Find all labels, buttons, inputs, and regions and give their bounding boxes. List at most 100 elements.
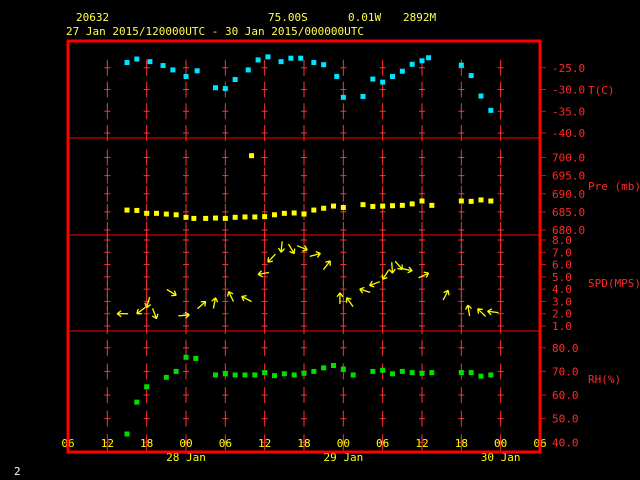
pressure-point: [191, 215, 197, 221]
wind-point: [388, 262, 396, 274]
wind-point: [296, 245, 308, 252]
wind-point: [345, 297, 354, 308]
humidity-point: [429, 370, 435, 376]
wind-tick-label: 2.0: [552, 308, 572, 321]
humidity-point: [222, 371, 228, 377]
pressure-point: [232, 214, 238, 220]
humidity-point: [213, 372, 218, 378]
wind-point: [241, 295, 252, 303]
latitude: 75.00S: [268, 11, 308, 24]
pressure-point: [183, 214, 189, 220]
station-id: 20632: [76, 11, 109, 24]
humidity-point: [478, 373, 484, 379]
temperature-point: [265, 54, 271, 60]
pressure-point: [163, 211, 169, 217]
humidity-tick-label: 80.0: [552, 342, 579, 355]
longitude: 0.01W: [348, 11, 381, 24]
temperature-point: [390, 73, 395, 79]
temperature-point: [370, 76, 376, 82]
humidity-point: [262, 370, 268, 376]
humidity-point: [232, 372, 238, 378]
humidity-point: [144, 384, 150, 390]
temperature-tick-label: -35.0: [552, 105, 585, 118]
x-tick-label: 18: [140, 437, 153, 450]
temperature-tick-label: -30.0: [552, 84, 585, 97]
wind-point: [464, 304, 472, 317]
wind-point: [369, 280, 381, 288]
humidity-point: [340, 366, 346, 372]
temperature-point: [380, 79, 386, 85]
x-tick-label: 18: [297, 437, 310, 450]
wind-point: [418, 271, 430, 279]
x-tick-label: 00: [179, 437, 192, 450]
axis-labels-layer: -25.0 -30.0 -35.0 -40.0 T(C) 700.0 695.0 690.0 6…: [61, 62, 640, 464]
humidity-point: [409, 370, 415, 376]
pressure-tick-label: 695.0: [552, 170, 585, 183]
humidity-point: [331, 363, 336, 369]
wind-point: [166, 288, 177, 297]
pressure-point: [370, 203, 376, 209]
humidity-point: [390, 371, 395, 377]
pressure-point: [360, 202, 366, 208]
humidity-point: [134, 399, 140, 405]
humidity-point: [281, 371, 287, 377]
pressure-point: [488, 198, 494, 204]
wind-tick-label: 1.0: [552, 320, 572, 333]
humidity-point: [419, 370, 425, 376]
humidity-point: [321, 365, 327, 371]
temperature-point: [399, 68, 405, 74]
wind-point: [136, 306, 147, 315]
humidity-point: [272, 373, 277, 379]
wind-point: [322, 260, 331, 270]
temperature-tick-label: -40.0: [552, 127, 585, 140]
humidity-point: [163, 374, 169, 380]
wind-point: [309, 251, 321, 258]
pressure-point: [173, 212, 179, 218]
humidity-point: [488, 372, 494, 378]
x-tick-label: 12: [258, 437, 271, 450]
temperature-point: [488, 107, 494, 113]
x-tick-label: 00: [494, 437, 507, 450]
pressure-point: [340, 205, 346, 211]
pressure-point: [144, 210, 150, 216]
x-tick-label: 12: [415, 437, 428, 450]
pressure-point: [252, 214, 258, 220]
wind-tick-label: 8.0: [552, 234, 572, 247]
pressure-point: [222, 215, 228, 221]
pressure-point: [331, 203, 336, 209]
temperature-tick-label: -25.0: [552, 62, 585, 75]
x-tick-label: 06: [376, 437, 389, 450]
pressure-point: [203, 215, 209, 221]
temperature-point: [160, 63, 166, 69]
temperature-point: [222, 86, 228, 92]
wind-label: SPD(MPS): [588, 277, 640, 290]
x-tick-label: 12: [101, 437, 114, 450]
humidity-tick-label: 70.0: [552, 365, 579, 378]
wind-point: [227, 291, 235, 302]
wind-tick-label: 5.0: [552, 271, 572, 284]
pressure-point: [399, 202, 405, 208]
temperature-point: [426, 55, 432, 61]
pressure-label: Pre (mb): [588, 180, 640, 193]
pressure-point: [134, 207, 140, 213]
pressure-tick-label: 700.0: [552, 152, 585, 165]
temperature-point: [134, 56, 140, 62]
temperature-label: T(C): [588, 84, 615, 97]
pressure-point: [281, 210, 287, 216]
temperature-point: [255, 57, 261, 63]
temperature-point: [298, 55, 304, 61]
data-layer: [116, 54, 499, 437]
pressure-point: [468, 198, 474, 204]
pressure-tick-label: 690.0: [552, 188, 585, 201]
wind-tick-label: 4.0: [552, 283, 572, 296]
wind-point: [144, 296, 152, 309]
humidity-point: [252, 372, 258, 378]
temperature-point: [124, 60, 130, 66]
pressure-point: [291, 210, 297, 216]
temperature-point: [334, 73, 340, 79]
humidity-point: [183, 354, 189, 360]
wind-point: [287, 243, 296, 255]
wind-point: [442, 289, 450, 301]
wind-point: [487, 308, 499, 316]
